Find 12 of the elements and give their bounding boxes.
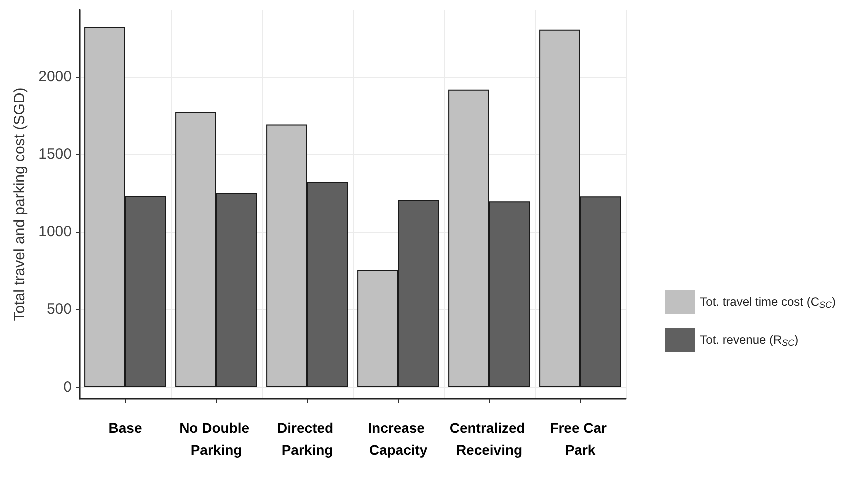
y-tick-label: 2000 [38,68,72,86]
y-tick-label: 1000 [38,224,72,241]
x-tick-label: Free Car Park [550,420,611,458]
x-tick-label: Base [108,420,142,436]
y-tick-label: 500 [46,301,72,318]
x-tick-label: Directed Parking [278,420,338,458]
x-tick-label: No Double Parking [180,420,254,458]
y-tick-label: 0 [64,378,72,396]
x-tick-label: Centralized Receiving [450,420,530,458]
y-tick-label: 1500 [38,146,72,163]
x-tick-label: Increase Capacity [368,420,429,458]
y-axis-title: Total travel and parking cost (SGD) [12,88,29,322]
